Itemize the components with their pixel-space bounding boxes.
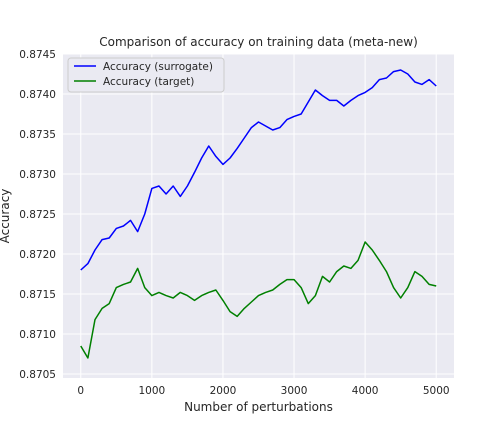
grid-lines	[63, 53, 454, 378]
legend-box	[67, 57, 225, 93]
y-tick-label: 0.8745	[19, 49, 56, 61]
legend: Accuracy (surrogate) Accuracy (target)	[67, 57, 225, 93]
y-tick-label: 0.8740	[19, 89, 56, 101]
x-tick-label: 4000	[352, 385, 379, 397]
plot-background	[63, 54, 454, 378]
y-tick-label: 0.8730	[19, 169, 56, 181]
x-tick-label: 2000	[210, 385, 237, 397]
x-tick-label: 1000	[138, 385, 165, 397]
x-tick-label: 5000	[423, 385, 450, 397]
x-tick-label: 0	[77, 385, 84, 397]
y-tick-labels: 0.8705 0.8710 0.8715 0.8720 0.8725 0.8730 0.87…	[19, 49, 56, 381]
series-line-surrogate	[80, 69, 437, 271]
series-layer	[80, 69, 437, 359]
chart-title: Comparison of accuracy on training data …	[99, 35, 418, 49]
y-tick-label: 0.8710	[19, 329, 56, 341]
y-tick-label: 0.8715	[19, 289, 56, 301]
y-tick-label: 0.8725	[19, 209, 56, 221]
y-tick-label: 0.8705	[19, 369, 56, 381]
x-axis-label: Number of perturbations	[184, 400, 333, 414]
series-line-target	[80, 241, 437, 359]
y-axis-label: Accuracy	[0, 189, 12, 244]
x-tick-label: 3000	[281, 385, 308, 397]
legend-label-target: Accuracy (target)	[103, 76, 194, 88]
legend-label-surrogate: Accuracy (surrogate)	[103, 61, 213, 73]
x-tick-labels: 0 1000 2000 3000 4000 5000	[77, 385, 449, 397]
y-tick-label: 0.8735	[19, 129, 56, 141]
y-tick-label: 0.8720	[19, 249, 56, 261]
